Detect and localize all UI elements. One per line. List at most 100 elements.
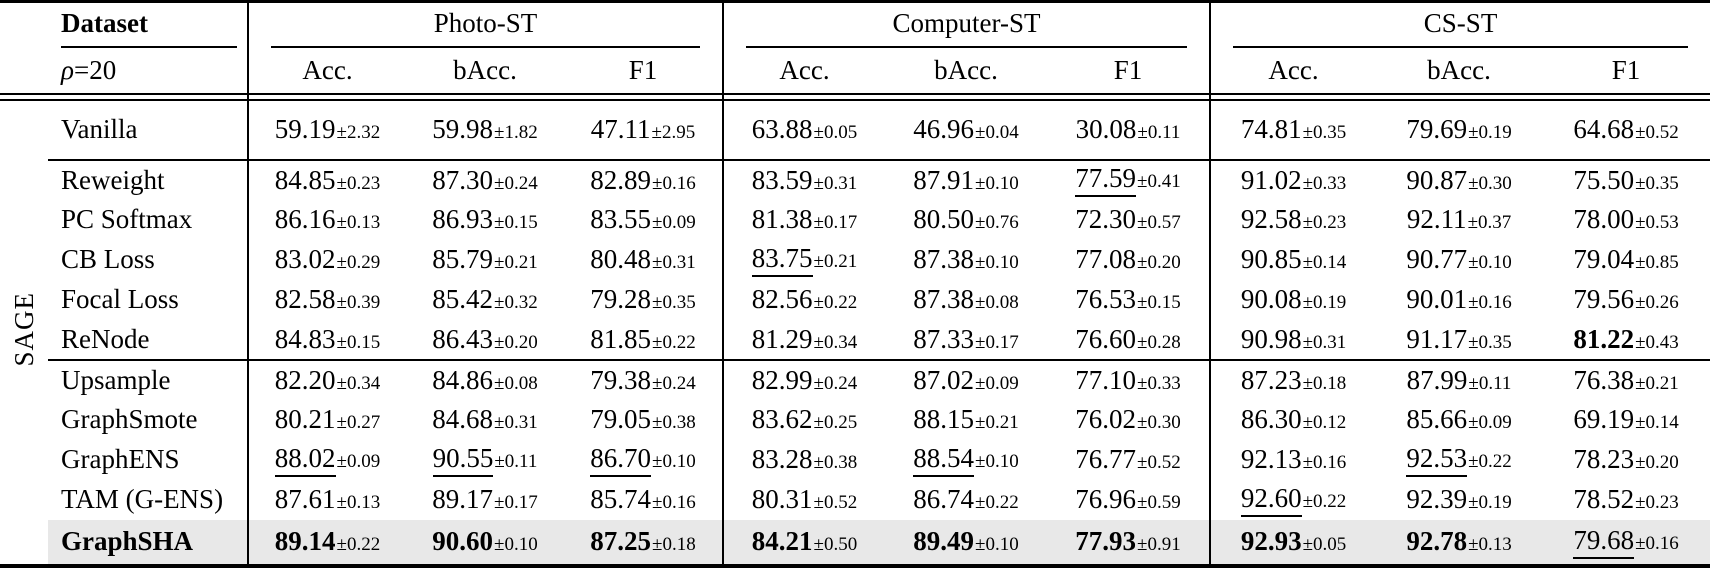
metric-cell: 86.70±0.10 [564, 440, 723, 480]
metric-cell: 78.23±0.20 [1542, 440, 1710, 480]
metric-cell: 79.56±0.26 [1542, 280, 1710, 320]
metric-cell: 87.61±0.13 [247, 479, 406, 520]
metric-std: ±0.11 [1468, 372, 1512, 394]
metric-value: 86.43 [432, 323, 494, 354]
method-name: ReNode [48, 320, 248, 360]
method-name-text: PC Softmax [61, 204, 193, 234]
metric-std: ±0.24 [652, 372, 696, 394]
metric-cell: 86.43±0.20 [406, 320, 564, 360]
metric-std: ±0.09 [336, 450, 381, 472]
table-row-vanilla: SAGE Vanilla 59.19±2.32 59.98±1.82 47.11±2.9… [0, 99, 1710, 566]
metric-value: 91.02 [1240, 164, 1302, 195]
metric-cell: 90.08±0.19 [1209, 279, 1377, 320]
group-header-computer-st: Computer-ST [721, 1, 1211, 48]
metric-value: 80.21 [274, 404, 336, 434]
metric-std: ±0.10 [975, 450, 1019, 472]
group-label: Computer-ST [746, 8, 1188, 48]
metric-cell: 76.77±0.52 [1047, 440, 1210, 480]
metric-cell: 76.38±0.21 [1542, 358, 1710, 400]
metric-value: 92.11 [1406, 204, 1467, 234]
metric-value: 76.77 [1075, 444, 1137, 474]
metric-value: 74.81 [1240, 114, 1302, 144]
method-name: GraphENS [48, 440, 248, 480]
metric-cell: 90.87±0.30 [1376, 158, 1543, 200]
imbalance-ratio-label: ρ=20 [48, 48, 248, 94]
metric-cell: 77.10±0.33 [1047, 358, 1211, 400]
metric-value: 83.62 [751, 404, 813, 434]
metric-std: ±0.15 [494, 212, 538, 233]
metric-std: ±0.35 [1468, 331, 1512, 353]
metric-std: ±0.23 [1635, 492, 1679, 513]
table-body: SAGE Vanilla 59.19±2.32 59.98±1.82 47.11±2.9… [0, 99, 1710, 566]
metric-cell: 84.68±0.31 [406, 400, 564, 440]
metric-value: 81.29 [751, 323, 813, 354]
metric-cell: 87.99±0.11 [1376, 358, 1543, 400]
table-row-graphens: GraphENS 88.02±0.09 90.55±0.11 86.70±0.10 83… [0, 439, 1710, 480]
metric-std: ±0.05 [1302, 534, 1347, 555]
metric-std: ±0.22 [813, 292, 858, 313]
metric-header-acc: Acc. [1209, 47, 1377, 94]
metric-std: ±0.10 [975, 534, 1019, 555]
metric-cell: 90.77±0.10 [1376, 240, 1542, 280]
method-name-text: ReNode [61, 323, 150, 354]
metric-std: ±0.18 [1302, 372, 1347, 394]
metric-value: 46.96 [913, 114, 975, 144]
metric-cell: 87.38±0.10 [885, 240, 1047, 280]
metric-cell: 89.14±0.22 [247, 519, 406, 566]
metric-cell: 76.02±0.30 [1047, 400, 1210, 440]
metric-value: 90.01 [1406, 284, 1468, 314]
metric-value: 82.56 [751, 284, 813, 314]
metric-cell: 86.30±0.12 [1209, 399, 1377, 440]
group-header-cs-st: CS-ST [1209, 1, 1710, 48]
metric-cell: 83.55±0.09 [564, 200, 723, 240]
metric-value: 79.56 [1573, 284, 1635, 314]
metric-std: ±0.43 [1635, 331, 1679, 353]
model-group-label: SAGE [8, 292, 39, 367]
metric-cell: 91.17±0.35 [1376, 320, 1542, 360]
metric-std: ±0.28 [1137, 331, 1181, 353]
metric-cell: 87.33±0.17 [885, 320, 1047, 360]
metric-value: 91.17 [1406, 323, 1468, 354]
table-row-tam-g-ens: TAM (G-ENS) 87.61±0.13 89.17±0.17 85.74±0.1… [0, 479, 1710, 520]
metric-std: ±0.34 [336, 372, 381, 394]
metric-value: 76.53 [1075, 284, 1137, 314]
table-row-reweight: Reweight 84.85±0.23 87.30±0.24 82.89±0.16 83… [0, 158, 1710, 200]
metric-std: ±0.16 [1302, 452, 1347, 473]
metric-cell: 79.28±0.35 [564, 280, 723, 320]
metric-cell: 82.99±0.24 [722, 358, 885, 400]
method-name: Reweight [48, 158, 248, 200]
metric-std: ±0.22 [1468, 450, 1512, 472]
metric-value: 79.04 [1573, 244, 1635, 274]
metric-cell: 82.58±0.39 [247, 279, 406, 320]
table-row-focal-loss: Focal Loss 82.58±0.39 85.42±0.32 79.28±0.35… [0, 279, 1710, 320]
metric-cell: 59.19±2.32 [247, 99, 406, 160]
metric-cell: 78.00±0.53 [1542, 200, 1710, 240]
metric-cell: 88.15±0.21 [885, 400, 1047, 440]
metric-cell: 30.08±0.11 [1047, 100, 1210, 160]
metric-std: ±0.85 [1635, 252, 1679, 273]
method-name: Vanilla [48, 100, 248, 160]
table-row-graphsmote: GraphSmote 80.21±0.27 84.68±0.31 79.05±0.38… [0, 399, 1710, 440]
metric-value: 87.23 [1240, 364, 1302, 395]
method-name-text: Focal Loss [61, 284, 179, 314]
metric-value: 80.48 [590, 244, 652, 274]
metric-cell: 89.17±0.17 [406, 480, 564, 520]
metric-std: ±0.59 [1137, 492, 1181, 513]
metric-value: 92.53 [1406, 444, 1468, 477]
metric-std: ±0.20 [1137, 252, 1181, 273]
metric-cell: 79.04±0.85 [1542, 240, 1710, 280]
metric-cell: 92.93±0.05 [1209, 519, 1377, 566]
metric-std: ±0.31 [813, 172, 858, 194]
metric-cell: 88.02±0.09 [247, 439, 406, 480]
metric-std: ±0.21 [975, 412, 1019, 433]
metric-cell: 76.60±0.28 [1047, 320, 1210, 360]
metric-value: 83.28 [751, 444, 813, 474]
metric-cell: 47.11±2.95 [564, 100, 723, 160]
metric-std: ±0.32 [494, 292, 538, 313]
metric-cell: 85.74±0.16 [564, 480, 723, 520]
metric-std: ±0.27 [336, 412, 381, 433]
metric-cell: 84.83±0.15 [247, 319, 406, 360]
metric-std: ±0.33 [1137, 372, 1181, 394]
metric-std: ±0.09 [1468, 412, 1512, 433]
metric-value: 82.99 [751, 364, 813, 395]
